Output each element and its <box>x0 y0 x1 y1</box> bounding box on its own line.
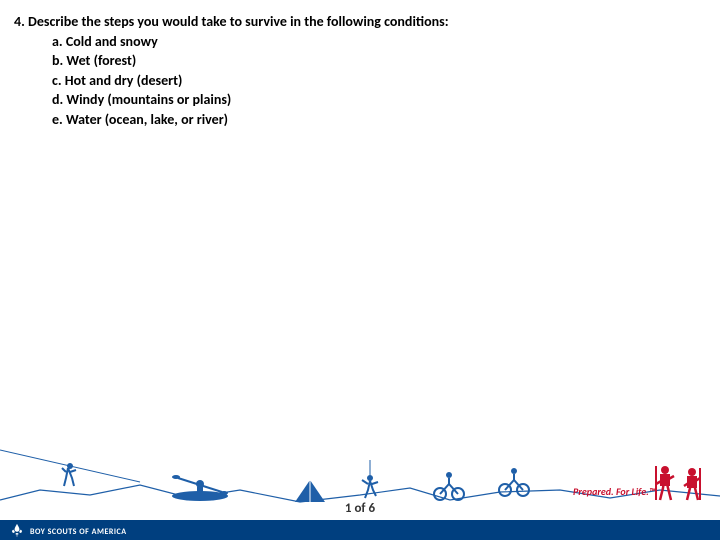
footer-org-text: BOY SCOUTS OF AMERICA <box>30 527 127 537</box>
sub-items-list: a. Cold and snowy b. Wet (forest) c. Hot… <box>14 32 706 130</box>
tagline-text: Prepared. For Life.™ <box>573 485 656 498</box>
page-indicator: 1 of 6 <box>345 501 375 516</box>
sub-item: b. Wet (forest) <box>52 51 706 71</box>
sub-item: d. Windy (mountains or plains) <box>52 90 706 110</box>
org-label: BOY SCOUTS OF AMERICA <box>30 527 127 537</box>
sub-item: c. Hot and dry (desert) <box>52 71 706 91</box>
fleur-de-lis-icon <box>10 523 24 539</box>
question-title: 4. Describe the steps you would take to … <box>14 12 706 32</box>
sub-item: e. Water (ocean, lake, or river) <box>52 110 706 130</box>
content-area: 4. Describe the steps you would take to … <box>0 0 720 142</box>
sub-item: a. Cold and snowy <box>52 32 706 52</box>
